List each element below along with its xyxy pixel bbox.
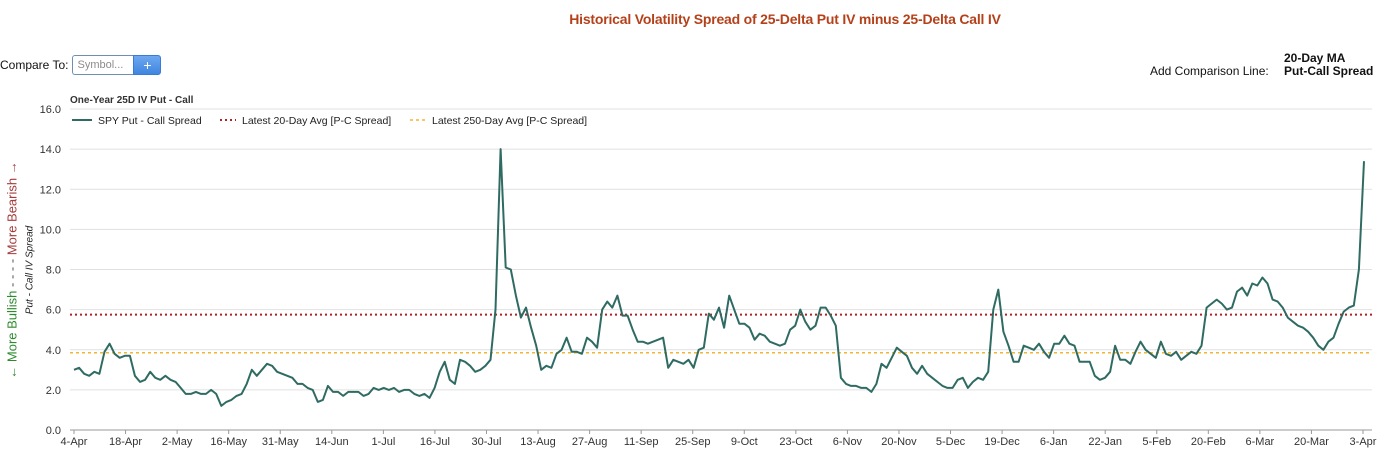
- compare-to-control: Compare To: +: [0, 54, 162, 76]
- add-symbol-button[interactable]: +: [133, 55, 162, 75]
- x-tick-label: 27-Aug: [572, 436, 607, 448]
- y-tick-label: 8.0: [46, 265, 61, 277]
- x-tick-label: 9-Oct: [731, 436, 758, 448]
- x-tick-label: 6-Nov: [833, 436, 863, 448]
- x-tick-label: 23-Oct: [779, 436, 812, 448]
- x-tick-label: 20-Nov: [881, 436, 917, 448]
- y-tick-label: 6.0: [46, 305, 61, 317]
- x-tick-label: 2-May: [162, 436, 193, 448]
- x-tick-label: 5-Feb: [1142, 436, 1171, 448]
- x-tick-label: 31-May: [262, 436, 299, 448]
- x-tick-label: 30-Jul: [471, 436, 501, 448]
- y-tick-label: 4.0: [46, 345, 61, 357]
- x-tick-label: 13-Aug: [520, 436, 555, 448]
- y-tick-label: 16.0: [40, 104, 61, 116]
- x-tick-label: 5-Dec: [936, 436, 966, 448]
- x-tick-label: 22-Jan: [1088, 436, 1122, 448]
- x-tick-label: 20-Mar: [1294, 436, 1329, 448]
- spy-put-call-spread-line: [73, 148, 1365, 407]
- legend-label-250-day: Latest 250-Day Avg [P-C Spread]: [432, 115, 587, 127]
- x-tick-label: 14-Jun: [315, 436, 349, 448]
- comparison-option-put-call-spread[interactable]: Put-Call Spread: [1284, 64, 1374, 78]
- comparison-option-20-day-ma[interactable]: 20-Day MA: [1284, 51, 1346, 65]
- x-tick-label: 3-Apr: [1350, 436, 1377, 448]
- x-tick-label: 6-Mar: [1246, 436, 1275, 448]
- x-tick-label: 18-Apr: [109, 436, 142, 448]
- y-tick-label: 14.0: [40, 144, 61, 156]
- x-tick-label: 25-Sep: [675, 436, 710, 448]
- compare-to-label: Compare To:: [0, 58, 69, 72]
- x-tick-label: 6-Jan: [1040, 436, 1068, 448]
- x-tick-label: 20-Feb: [1191, 436, 1226, 448]
- x-tick-label: 1-Jul: [371, 436, 395, 448]
- chart-title: Historical Volatility Spread of 25-Delta…: [569, 11, 1001, 27]
- y-tick-label: 0.0: [46, 425, 61, 437]
- legend-label-20-day: Latest 20-Day Avg [P-C Spread]: [242, 115, 391, 127]
- x-tick-label: 4-Apr: [61, 436, 88, 448]
- symbol-input[interactable]: [72, 55, 134, 75]
- chart-subtitle: One-Year 25D IV Put - Call: [70, 95, 194, 106]
- y-tick-label: 12.0: [40, 184, 61, 196]
- y-tick-label: 2.0: [46, 385, 61, 397]
- add-comparison-line-label: Add Comparison Line:: [1150, 64, 1269, 78]
- x-tick-label: 16-Jul: [420, 436, 450, 448]
- x-tick-label: 19-Dec: [984, 436, 1020, 448]
- y-tick-label: 10.0: [40, 224, 61, 236]
- legend-label-spy: SPY Put - Call Spread: [98, 115, 202, 127]
- x-tick-label: 16-May: [210, 436, 247, 448]
- x-tick-label: 11-Sep: [624, 436, 659, 448]
